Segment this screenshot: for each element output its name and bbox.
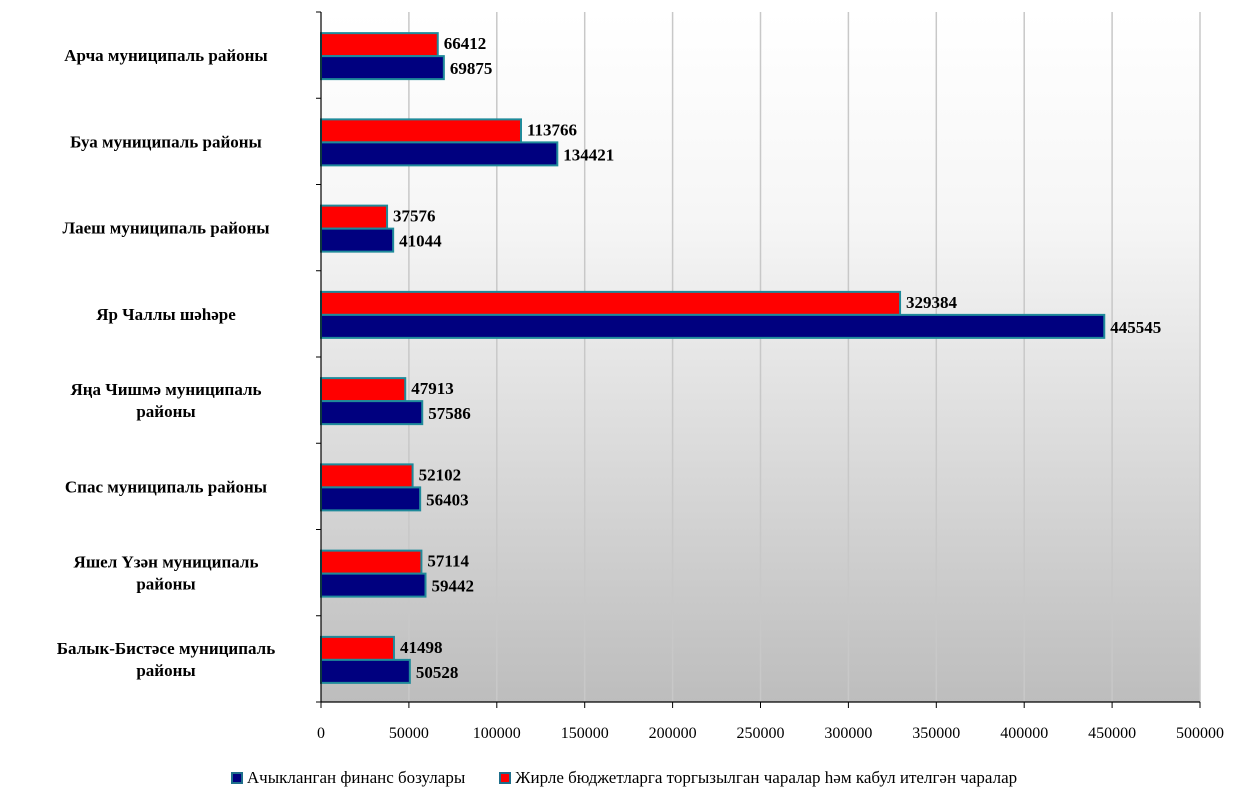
data-label-red: 52102 xyxy=(419,465,462,484)
category-label: Арча муниципаль районы xyxy=(64,46,267,65)
category-label: районы xyxy=(136,402,195,421)
data-label-blue: 134421 xyxy=(563,145,614,164)
bar-red xyxy=(320,32,439,58)
bar-blue xyxy=(320,658,411,684)
bar-red xyxy=(320,549,423,575)
bar-red xyxy=(320,118,523,144)
legend-label-blue: Ачыкланган финанс бозулары xyxy=(246,768,466,787)
category-label: Балык-Бистәсе муниципаль xyxy=(57,639,275,658)
category-label: районы xyxy=(136,575,195,594)
x-tick-label: 100000 xyxy=(473,725,521,742)
legend-swatch-red xyxy=(499,772,512,784)
x-tick-label: 150000 xyxy=(561,725,609,742)
bar-red xyxy=(320,204,389,230)
legend-label-red: Жирле бюджетларга торгызылган чаралар һә… xyxy=(515,768,1018,787)
bars xyxy=(320,32,1106,684)
category-label: Буа муниципаль районы xyxy=(70,132,262,151)
x-tick-label: 250000 xyxy=(737,725,785,742)
data-label-red: 66412 xyxy=(444,34,487,53)
legend: Ачыкланган финанс бозулары Жирле бюджетл… xyxy=(0,768,1248,788)
x-tick-label: 200000 xyxy=(649,725,697,742)
axes xyxy=(316,11,1201,708)
data-label-blue: 56403 xyxy=(426,490,469,509)
data-label-red: 113766 xyxy=(527,120,577,139)
bar-red xyxy=(320,635,395,661)
bar-blue xyxy=(320,572,427,598)
category-label: районы xyxy=(136,661,195,680)
category-label: Яңа Чишмә муниципаль xyxy=(70,380,261,399)
bar-blue xyxy=(320,400,424,426)
bar-red xyxy=(320,290,902,316)
data-label-blue: 445545 xyxy=(1110,318,1161,337)
data-label-blue: 57586 xyxy=(428,404,471,423)
bar-blue xyxy=(320,141,559,167)
data-label-blue: 59442 xyxy=(431,577,474,596)
data-label-blue: 69875 xyxy=(450,59,493,78)
legend-item-blue: Ачыкланган финанс бозулары xyxy=(230,768,466,788)
data-label-red: 57114 xyxy=(427,552,469,571)
x-tick-label: 450000 xyxy=(1088,725,1136,742)
data-label-red: 47913 xyxy=(411,379,454,398)
data-label-blue: 50528 xyxy=(416,663,459,682)
x-tick-label: 500000 xyxy=(1176,725,1224,742)
bar-blue xyxy=(320,227,395,253)
bar-chart: 0 50000 100000 150000 200000 250000 300000 3500… xyxy=(57,11,1224,742)
data-label-blue: 41044 xyxy=(399,232,442,251)
x-tick-label: 400000 xyxy=(1000,725,1048,742)
data-label-red: 329384 xyxy=(906,293,958,312)
bar-blue xyxy=(320,313,1106,339)
x-tick-label: 300000 xyxy=(824,725,872,742)
x-tick-label: 0 xyxy=(317,725,325,742)
bar-blue xyxy=(320,486,422,512)
category-label: Лаеш муниципаль районы xyxy=(62,219,269,238)
data-label-red: 41498 xyxy=(400,638,443,657)
category-label: Спас муниципаль районы xyxy=(65,477,267,496)
labels: 0 50000 100000 150000 200000 250000 300000 3500… xyxy=(57,34,1224,742)
category-label: Яшел Үзән муниципаль xyxy=(74,553,259,572)
x-tick-label: 350000 xyxy=(912,725,960,742)
x-tick-label: 50000 xyxy=(389,725,429,742)
bar-blue xyxy=(320,55,445,81)
bar-red xyxy=(320,463,414,489)
category-label: Яр Чаллы шәһәре xyxy=(96,305,236,324)
bar-red xyxy=(320,377,407,403)
legend-item-red: Жирле бюджетларга торгызылган чаралар һә… xyxy=(499,768,1017,788)
legend-swatch-blue xyxy=(230,772,243,784)
gridlines xyxy=(408,12,1201,702)
data-label-red: 37576 xyxy=(393,207,436,226)
